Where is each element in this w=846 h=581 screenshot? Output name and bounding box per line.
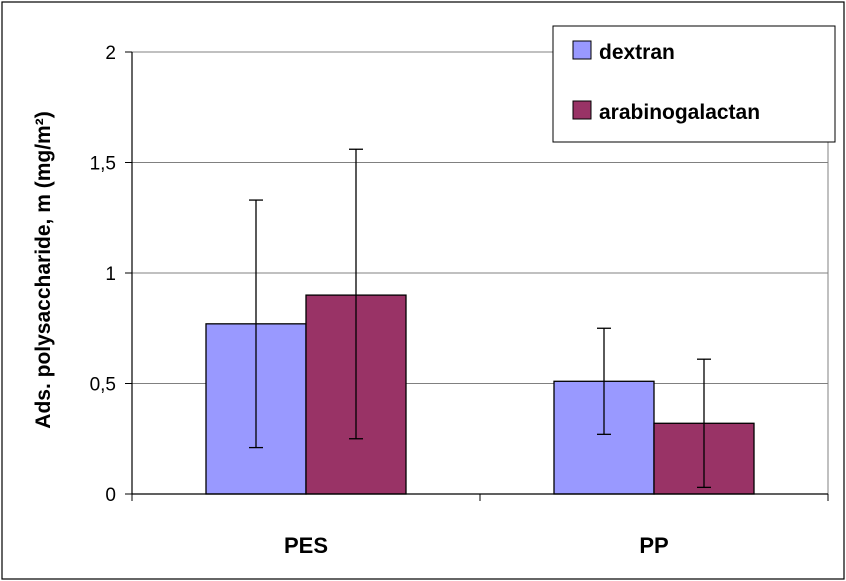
legend: dextran arabinogalactan [552, 25, 836, 143]
legend-label: dextran [599, 41, 675, 64]
y-tick-label: 0 [105, 485, 116, 506]
error-bars [249, 148, 711, 489]
legend-swatch-dextran [572, 40, 592, 60]
x-category-label: PES [284, 533, 328, 558]
x-category-label: PP [639, 533, 668, 558]
y-axis-title: Ads. polysaccharide, m (mg/m²) [32, 111, 55, 428]
legend-label: arabinogalactan [599, 101, 760, 124]
x-categories: PES PP [284, 533, 669, 558]
y-tick-label: 1,5 [90, 154, 116, 175]
y-tick-label: 2 [105, 43, 116, 64]
y-tick-label: 1 [105, 264, 116, 285]
y-tick-label: 0,5 [90, 375, 116, 396]
legend-swatch-arabinogalactan [572, 100, 592, 120]
legend-box [552, 25, 836, 143]
y-ticks: 0 0,5 1 1,5 2 [90, 43, 132, 506]
